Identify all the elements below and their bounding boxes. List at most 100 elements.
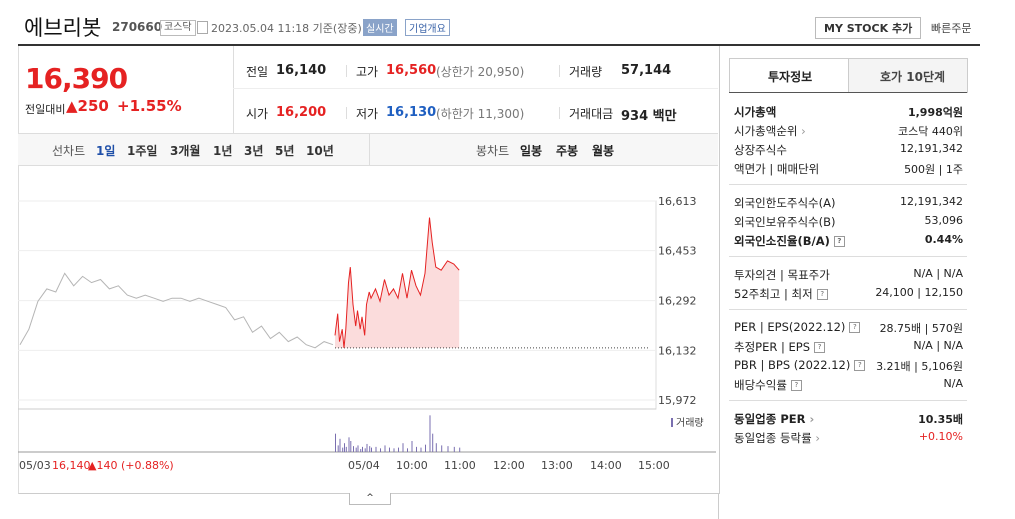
summary-value: 57,144 bbox=[621, 63, 672, 78]
volume-bar bbox=[335, 433, 336, 452]
info-value: 24,100 | 12,150 bbox=[875, 286, 963, 299]
y-tick-label: 16,132 bbox=[658, 344, 697, 357]
period-tab[interactable]: 3년 bbox=[244, 144, 264, 158]
help-icon[interactable]: ? bbox=[833, 236, 845, 247]
realtime-badge[interactable]: 실시간 bbox=[363, 19, 397, 36]
volume-bar bbox=[429, 415, 431, 452]
candle-tab[interactable]: 주봉 bbox=[556, 144, 579, 158]
info-value: 10.35배 bbox=[918, 413, 963, 426]
volume-bar bbox=[420, 447, 422, 452]
info-value: N/A | N/A bbox=[913, 339, 963, 352]
period-tab[interactable]: 10년 bbox=[306, 144, 334, 158]
info-value: 500원 | 1주 bbox=[904, 163, 963, 176]
divider bbox=[346, 107, 347, 119]
info-label: 시가총액순위 › bbox=[734, 124, 806, 138]
volume-bar bbox=[360, 449, 362, 452]
period-tab[interactable]: 1년 bbox=[213, 144, 233, 158]
my-stock-button[interactable]: MY STOCK 추가 bbox=[815, 17, 922, 39]
footnote-price: 16,140 bbox=[52, 459, 91, 472]
info-label: 동일업종 등락률 › bbox=[734, 431, 820, 445]
volume-bar bbox=[416, 446, 417, 452]
info-value: N/A | N/A bbox=[913, 267, 963, 280]
help-icon[interactable]: ? bbox=[790, 380, 802, 391]
volume-bar bbox=[348, 437, 350, 452]
info-label: 액면가 | 매매단위 bbox=[734, 162, 820, 176]
volume-bar bbox=[355, 447, 357, 452]
info-value: N/A bbox=[943, 377, 963, 390]
current-price: 16,390 bbox=[25, 62, 128, 95]
group-divider bbox=[729, 256, 967, 257]
stock-code: 270660 bbox=[112, 20, 163, 34]
y-tick-label: 16,292 bbox=[658, 295, 697, 308]
volume-bar bbox=[375, 446, 377, 452]
info-value: 코스닥 440위 bbox=[898, 125, 963, 138]
candle-tab[interactable]: 월봉 bbox=[592, 144, 615, 158]
info-label: 52주최고 | 최저? bbox=[734, 286, 828, 302]
summary-label: 고가 bbox=[356, 65, 379, 79]
summary-label: 거래량 bbox=[569, 65, 603, 79]
volume-bar bbox=[407, 448, 408, 452]
group-divider bbox=[729, 309, 967, 310]
prev-day-line bbox=[19, 272, 334, 349]
period-tab[interactable]: 5년 bbox=[275, 144, 295, 158]
side-tab[interactable] bbox=[848, 58, 968, 93]
help-icon[interactable]: ? bbox=[854, 360, 866, 371]
info-label: 배당수익률? bbox=[734, 377, 802, 393]
help-icon[interactable]: ? bbox=[814, 342, 826, 353]
info-label: 외국인한도주식수(A) bbox=[734, 196, 836, 210]
side-tab-label[interactable]: 호가 10단계 bbox=[880, 70, 946, 84]
stock-name: 에브리봇 bbox=[24, 16, 102, 40]
volume-bar bbox=[342, 447, 344, 452]
side-tab-label[interactable]: 투자정보 bbox=[768, 70, 813, 84]
summary-note: (하한가 11,300) bbox=[436, 107, 525, 121]
arrow-icon: › bbox=[797, 124, 806, 138]
volume-legend: 거래량 bbox=[676, 417, 704, 429]
period-tab[interactable]: 3개월 bbox=[170, 144, 201, 158]
arrow-icon: › bbox=[811, 431, 820, 445]
collapse-button[interactable]: ^ bbox=[349, 493, 391, 505]
candle-chart-label: 봉차트 bbox=[476, 144, 510, 158]
summary-value: 16,560 bbox=[386, 63, 437, 78]
candle-tab[interactable]: 일봉 bbox=[520, 144, 543, 158]
info-value: 1,998억원 bbox=[907, 106, 963, 119]
volume-bar bbox=[353, 446, 354, 452]
info-value: 28.75배 | 570원 bbox=[879, 322, 963, 335]
summary-value: 16,130 bbox=[386, 105, 437, 120]
volume-bar bbox=[441, 445, 443, 452]
period-tab[interactable]: 1주일 bbox=[127, 144, 158, 158]
change-rate: +1.55% bbox=[117, 97, 182, 115]
x-tick-label: 15:00 bbox=[638, 459, 670, 472]
info-value: 12,191,342 bbox=[900, 142, 963, 155]
volume-bar bbox=[398, 447, 399, 452]
info-label: 외국인소진율(B/A)? bbox=[734, 233, 845, 249]
help-icon[interactable]: ? bbox=[816, 289, 828, 300]
help-icon[interactable]: ? bbox=[849, 322, 861, 333]
info-value: 0.44% bbox=[924, 233, 963, 246]
volume-bar bbox=[380, 448, 381, 452]
info-label: 상장주식수 bbox=[734, 143, 787, 157]
volume-bar bbox=[432, 433, 434, 452]
company-info-button[interactable]: 기업개요 bbox=[405, 19, 450, 36]
summary-value: 16,200 bbox=[276, 105, 327, 120]
volume-legend-swatch bbox=[671, 418, 673, 427]
price-change: ▲250 bbox=[66, 97, 109, 115]
info-label: 동일업종 PER › bbox=[734, 412, 815, 426]
quick-order-link[interactable]: 빠른주문 bbox=[931, 22, 972, 35]
info-label: 시가총액 bbox=[734, 105, 777, 119]
y-tick-label: 16,613 bbox=[658, 195, 697, 208]
volume-bar bbox=[339, 438, 341, 452]
volume-bar bbox=[344, 443, 345, 452]
market-badge: 코스닥 bbox=[160, 20, 196, 36]
change-label: 전일대비 bbox=[25, 103, 66, 116]
summary-value: 934 백만 bbox=[621, 109, 677, 124]
footnote-date: 05/03 bbox=[19, 459, 51, 472]
summary-label: 시가 bbox=[246, 107, 269, 121]
volume-bar bbox=[364, 448, 366, 452]
calendar-icon bbox=[197, 21, 208, 34]
period-tab[interactable]: 1일 bbox=[96, 144, 116, 158]
divider bbox=[559, 107, 560, 119]
volume-bar bbox=[362, 446, 363, 452]
volume-bar bbox=[411, 441, 413, 452]
volume-bar bbox=[459, 447, 461, 452]
info-label: 추정PER | EPS? bbox=[734, 339, 826, 355]
